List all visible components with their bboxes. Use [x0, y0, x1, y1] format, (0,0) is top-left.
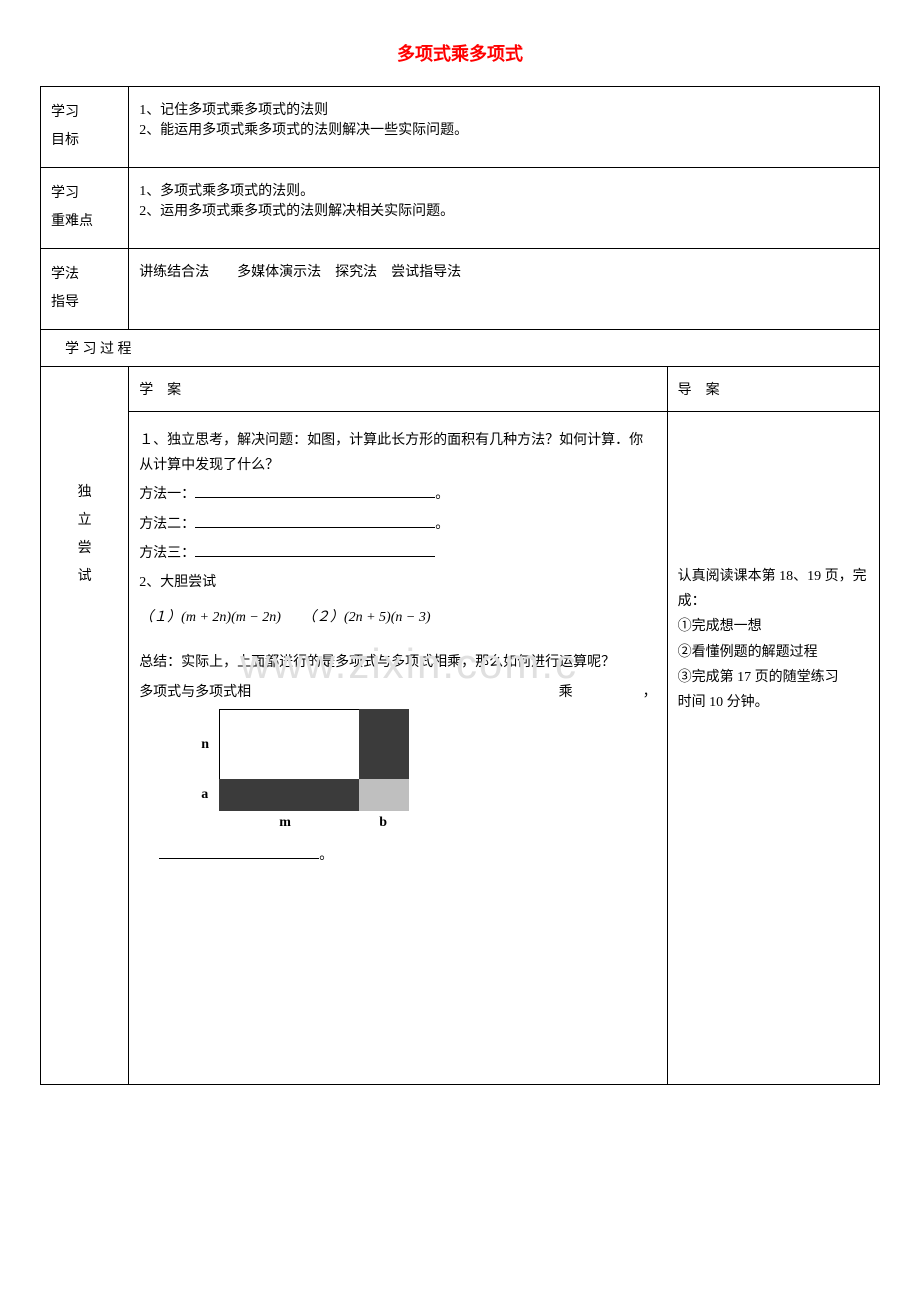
rect-white	[219, 709, 361, 781]
rect-dark-bottom	[219, 779, 359, 811]
method-row: 学法 指导 讲练结合法 多媒体演示法 探究法 尝试指导法	[41, 249, 880, 330]
page-container: www.zixin.com.c 多项式乘多项式 学习 目标 1、记住多项式乘多项…	[40, 40, 880, 1085]
try-label: 独 立 尝 试	[51, 379, 118, 591]
page-title: 多项式乘多项式	[40, 40, 880, 66]
expressions: （１）(m + 2n)(m − 2n) （２）(2n + 5)(n − 3)	[139, 605, 656, 630]
keypoint-label-text: 学习 重难点	[51, 186, 93, 229]
period-4: 。	[319, 848, 333, 863]
expr-text: （１）(m + 2n)(m − 2n) （２）(2n + 5)(n − 3)	[139, 610, 430, 625]
blank-2	[195, 513, 435, 528]
process-text: 学 习 过 程	[65, 342, 132, 357]
label-a: a	[201, 787, 208, 803]
rect-dark-right	[359, 709, 409, 779]
label-n: n	[201, 737, 209, 753]
xuean-header: 学 案	[129, 367, 667, 412]
method-label: 学法 指导	[41, 249, 129, 330]
keypoint-content: 1、多项式乘多项式的法则。 2、运用多项式乘多项式的法则解决相关实际问题。	[129, 168, 880, 249]
daoan-text: 认真阅读课本第 18、19 页，完成： ①完成想一想 ②看懂例题的解题过程 ③完…	[678, 564, 869, 715]
spacer	[139, 872, 656, 1072]
method3-label: 方法三：	[139, 546, 195, 561]
content-row: １、独立思考，解决问题：如图，计算此长方形的面积有几种方法？如何计算．你从计算中…	[41, 412, 880, 1085]
label-b: b	[379, 815, 387, 831]
daoan-content: 认真阅读课本第 18、19 页，完成： ①完成想一想 ②看懂例题的解题过程 ③完…	[667, 412, 879, 1085]
q1-text: １、独立思考，解决问题：如图，计算此长方形的面积有几种方法？如何计算．你从计算中…	[139, 428, 656, 478]
method2-line: 方法二： 。	[139, 512, 656, 537]
goal-text: 1、记住多项式乘多项式的法则 2、能运用多项式乘多项式的法则解决一些实际问题。	[139, 103, 468, 138]
goal-label: 学习 目标	[41, 87, 129, 168]
daoan-header: 导 案	[667, 367, 879, 412]
method3-line: 方法三：	[139, 541, 656, 566]
summary2-left: 多项式与多项式相	[139, 680, 251, 705]
method1-label: 方法一：	[139, 487, 195, 502]
keypoint-label: 学习 重难点	[41, 168, 129, 249]
lesson-table: 学习 目标 1、记住多项式乘多项式的法则 2、能运用多项式乘多项式的法则解决一些…	[40, 86, 880, 1085]
keypoint-row: 学习 重难点 1、多项式乘多项式的法则。 2、运用多项式乘多项式的法则解决相关实…	[41, 168, 880, 249]
blank-4	[159, 844, 319, 859]
rectangle-diagram: n a m b	[219, 709, 419, 839]
summary2: 多项式与多项式相 乘 ，	[139, 680, 656, 705]
period-2: 。	[435, 517, 449, 532]
blank-3	[195, 542, 435, 557]
process-row: 学 习 过 程	[41, 330, 880, 367]
label-m: m	[279, 815, 291, 831]
goal-content: 1、记住多项式乘多项式的法则 2、能运用多项式乘多项式的法则解决一些实际问题。	[129, 87, 880, 168]
keypoint-text: 1、多项式乘多项式的法则。 2、运用多项式乘多项式的法则解决相关实际问题。	[139, 184, 454, 219]
q2-text: 2、大胆尝试	[139, 570, 656, 595]
summary2-right: 乘 ，	[559, 680, 657, 705]
method-label-text: 学法 指导	[51, 267, 79, 310]
goal-label-text: 学习 目标	[51, 105, 79, 148]
rect-gray	[359, 779, 409, 811]
method2-label: 方法二：	[139, 517, 195, 532]
bottom-blank-line: 。	[159, 843, 656, 868]
header-row: 独 立 尝 试 学 案 导 案	[41, 367, 880, 412]
period-1: 。	[435, 487, 449, 502]
xuean-content: １、独立思考，解决问题：如图，计算此长方形的面积有几种方法？如何计算．你从计算中…	[129, 412, 667, 1085]
method1-line: 方法一： 。	[139, 482, 656, 507]
blank-1	[195, 483, 435, 498]
process-label: 学 习 过 程	[41, 330, 880, 367]
goal-row: 学习 目标 1、记住多项式乘多项式的法则 2、能运用多项式乘多项式的法则解决一些…	[41, 87, 880, 168]
try-label-cell: 独 立 尝 试	[41, 367, 129, 1085]
method-text: 讲练结合法 多媒体演示法 探究法 尝试指导法	[139, 265, 461, 280]
summary1: 总结：实际上，上面都进行的是多项式与多项式相乘，那么如何进行运算呢？	[139, 650, 656, 675]
method-content: 讲练结合法 多媒体演示法 探究法 尝试指导法	[129, 249, 880, 330]
